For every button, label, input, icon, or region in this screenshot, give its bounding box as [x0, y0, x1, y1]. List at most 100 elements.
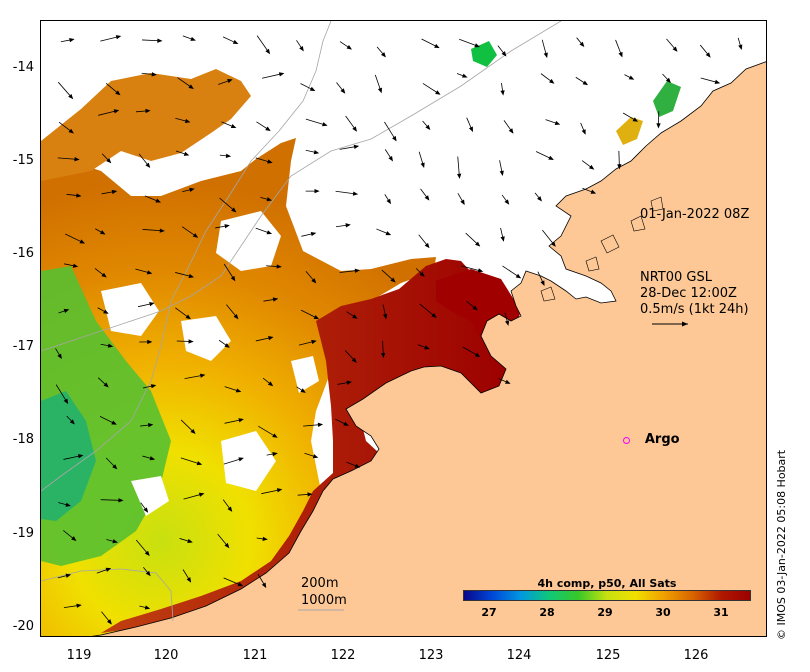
isobath-200m: [41, 21, 562, 352]
current-arrow: [60, 37, 75, 43]
current-arrows: [55, 35, 743, 625]
current-arrow: [142, 384, 157, 389]
current-arrow: [100, 343, 114, 348]
current-arrow: [305, 118, 328, 127]
colorbar-tick: 27: [481, 606, 497, 619]
current-arrow: [541, 39, 548, 59]
current-arrow: [346, 461, 361, 468]
current-arrow: [737, 37, 743, 50]
current-arrow: [219, 153, 232, 158]
current-arrow: [335, 418, 349, 426]
current-arrow: [542, 229, 556, 247]
sst-patch-north: [41, 69, 251, 181]
current-arrow: [263, 297, 279, 302]
current-arrow: [100, 498, 124, 503]
y-tick-label: -14: [12, 60, 34, 75]
current-arrow: [335, 190, 359, 196]
current-arrow: [141, 72, 157, 77]
y-tick-label: -15: [12, 153, 34, 168]
current-arrow: [96, 567, 112, 574]
current-arrow: [184, 373, 206, 380]
current-arrow: [95, 228, 106, 235]
current-arrow: [97, 307, 109, 314]
current-arrow: [335, 223, 351, 228]
current-arrow: [135, 108, 151, 114]
current-arrow: [181, 226, 199, 238]
x-tick-label: 124: [506, 648, 532, 663]
current-arrow: [180, 457, 203, 466]
current-arrow: [105, 83, 121, 96]
current-title: NRT00 GSL: [640, 270, 712, 285]
current-arrow: [65, 233, 86, 244]
current-arrow: [296, 386, 306, 393]
current-arrow: [497, 45, 507, 57]
current-arrow: [63, 454, 84, 460]
x-tick-label: 122: [330, 648, 356, 663]
x-tick-label: 121: [242, 648, 268, 663]
x-tick-label: 123: [418, 648, 444, 663]
current-arrow: [624, 74, 635, 80]
current-arrow: [656, 111, 661, 129]
current-arrow: [296, 40, 304, 52]
sst-patch-fleck-1: [471, 41, 497, 67]
current-arrow: [182, 569, 192, 583]
colorbar: [463, 590, 751, 601]
current-arrow: [63, 603, 82, 609]
current-arrow: [504, 312, 510, 326]
current-arrow: [300, 83, 316, 92]
current-arrow: [215, 224, 230, 229]
current-arrow: [175, 307, 191, 320]
current-arrow: [256, 536, 268, 542]
current-arrow: [175, 117, 191, 124]
current-arrow: [261, 488, 283, 495]
current-arrow: [305, 271, 317, 284]
current-arrow: [545, 119, 561, 125]
current-arrow: [223, 263, 236, 282]
current-arrow: [266, 264, 282, 269]
isobath-1000m: [41, 21, 332, 492]
current-arrow: [101, 153, 112, 164]
cloud-gaps: [101, 211, 319, 516]
sst-patch-fleck-2: [616, 117, 643, 145]
current-arrow: [459, 38, 480, 48]
argo-float-marker[interactable]: [622, 436, 630, 444]
y-tick-label: -16: [12, 246, 34, 261]
current-arrow: [224, 418, 244, 424]
x-tick-label: 126: [683, 648, 709, 663]
credit-text: © IMOS 03-Jan-2022 05:08 Hobart: [775, 449, 788, 640]
current-arrow: [581, 160, 595, 170]
current-arrow: [63, 530, 77, 542]
map-frame[interactable]: [40, 20, 767, 637]
current-arrow: [384, 121, 397, 142]
current-arrow: [175, 272, 195, 279]
current-arrow: [257, 573, 267, 589]
colorbar-tick: 30: [655, 606, 671, 619]
current-arrow: [418, 234, 430, 249]
current-arrow: [57, 157, 80, 162]
current-arrow: [57, 81, 74, 100]
current-arrow: [183, 492, 205, 500]
current-arrow: [142, 228, 165, 233]
current-arrow: [345, 115, 358, 132]
current-arrow: [582, 187, 597, 194]
current-arrow: [305, 188, 320, 194]
y-tick-label: -20: [12, 619, 34, 634]
current-arrow: [381, 269, 396, 283]
sst-map[interactable]: [41, 21, 767, 637]
current-arrow: [143, 567, 151, 577]
current-arrow: [376, 46, 386, 58]
colorbar-tick: 31: [713, 606, 729, 619]
current-arrow: [417, 344, 430, 350]
current-arrow: [261, 72, 285, 79]
current-arrow: [622, 112, 639, 122]
current-arrow: [466, 300, 478, 311]
current-arrow: [97, 377, 109, 388]
current-arrow: [180, 419, 196, 435]
current-arrow: [303, 422, 324, 427]
current-arrow: [100, 35, 122, 42]
timestamp-label: 01-Jan-2022 08Z: [640, 207, 750, 222]
current-arrow: [258, 425, 278, 438]
current-arrow: [419, 303, 437, 318]
current-arrow: [58, 502, 71, 507]
current-arrow: [540, 73, 555, 84]
